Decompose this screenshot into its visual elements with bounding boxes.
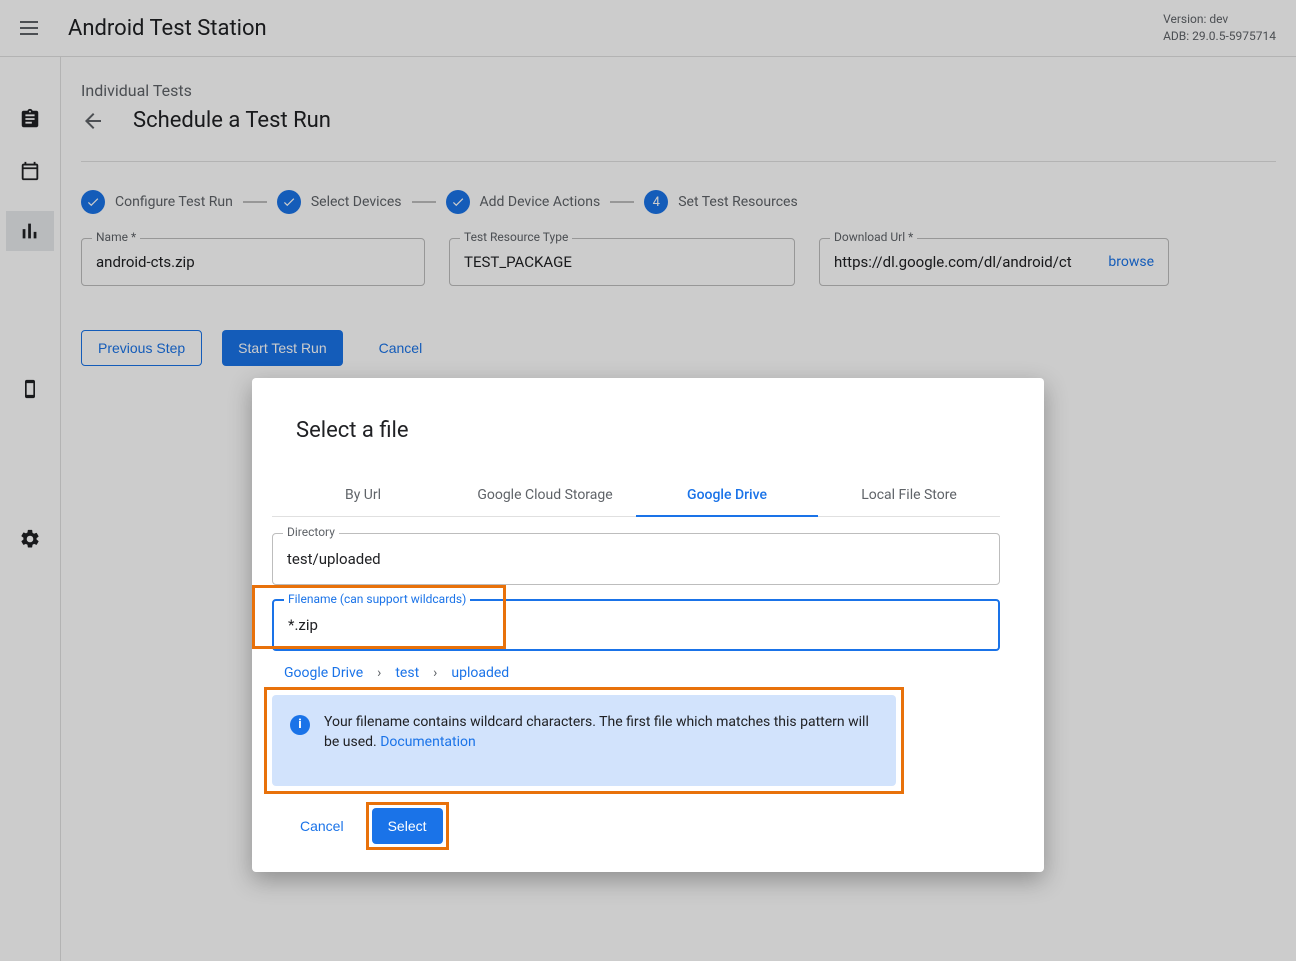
- chevron-right-icon: ›: [377, 665, 381, 681]
- field-value: test/uploaded: [287, 550, 381, 568]
- documentation-link[interactable]: Documentation: [380, 734, 476, 750]
- breadcrumb-root[interactable]: Google Drive: [284, 665, 363, 681]
- tab-google-drive[interactable]: Google Drive: [636, 475, 818, 517]
- tab-by-url[interactable]: By Url: [272, 475, 454, 516]
- chevron-right-icon: ›: [433, 665, 437, 681]
- directory-field[interactable]: Directory test/uploaded: [272, 533, 1000, 585]
- path-breadcrumb: Google Drive › test › uploaded: [284, 665, 1024, 681]
- select-file-dialog: Select a file By Url Google Cloud Storag…: [252, 378, 1044, 872]
- breadcrumb-uploaded[interactable]: uploaded: [451, 665, 509, 681]
- modal-scrim[interactable]: Select a file By Url Google Cloud Storag…: [0, 0, 1296, 961]
- tab-gcs[interactable]: Google Cloud Storage: [454, 475, 636, 516]
- info-text: Your filename contains wildcard characte…: [324, 713, 878, 752]
- info-banner: i Your filename contains wildcard charac…: [272, 695, 896, 786]
- filename-field[interactable]: Filename (can support wildcards) *.zip: [272, 599, 1000, 651]
- dialog-actions: Cancel Select: [284, 808, 1024, 844]
- field-label: Filename (can support wildcards): [284, 592, 470, 606]
- field-value: *.zip: [288, 616, 318, 634]
- tab-local-file-store[interactable]: Local File Store: [818, 475, 1000, 516]
- dialog-cancel-button[interactable]: Cancel: [284, 808, 360, 844]
- dialog-select-button[interactable]: Select: [372, 808, 443, 844]
- field-label: Directory: [283, 525, 339, 539]
- info-icon: i: [290, 715, 310, 735]
- dialog-title: Select a file: [296, 418, 1024, 443]
- source-tabs: By Url Google Cloud Storage Google Drive…: [272, 475, 1000, 517]
- breadcrumb-test[interactable]: test: [395, 665, 419, 681]
